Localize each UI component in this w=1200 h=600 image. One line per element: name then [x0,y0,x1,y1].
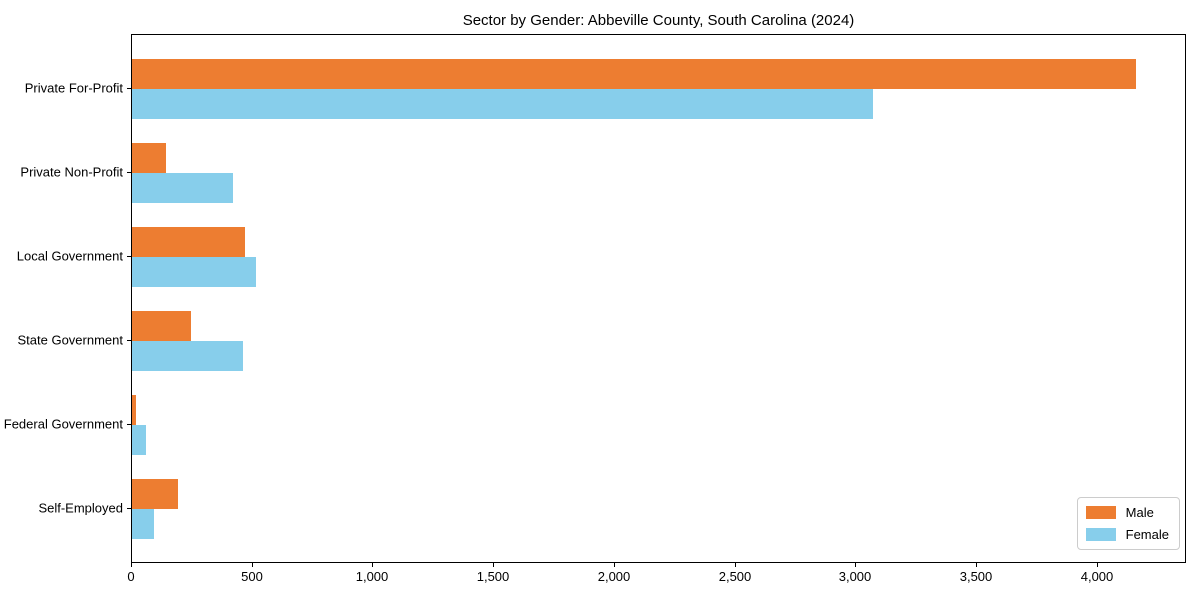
legend-label-male: Male [1125,505,1154,520]
x-tick-mark [855,563,856,567]
legend-entry-female: Female [1085,527,1169,542]
legend-swatch-male [1085,506,1116,519]
x-tick-mark [493,563,494,567]
y-tick-mark [127,172,131,173]
x-tick-label-1-500: 1,500 [476,569,510,584]
y-tick-mark [127,340,131,341]
x-tick-mark [735,563,736,567]
x-tick-mark [252,563,253,567]
y-tick-mark [127,424,131,425]
bar-female-private-for-profit [132,89,873,119]
plot-area: Male Female [131,34,1186,563]
y-axis-label-local-government: Local Government [16,248,123,264]
y-axis-label-private-for-profit: Private For-Profit [24,80,123,96]
x-tick-mark [976,563,977,567]
legend-entry-male: Male [1085,505,1169,520]
x-tick-label-2-500: 2,500 [718,569,752,584]
bar-male-state-government [132,311,191,341]
bar-female-local-government [132,257,256,287]
y-axis-label-self-employed: Self-Employed [38,500,123,516]
x-tick-label-4-000: 4,000 [1080,569,1114,584]
bar-female-self-employed [132,509,154,539]
x-tick-label-1-000: 1,000 [355,569,389,584]
x-tick-mark [1097,563,1098,567]
bar-female-state-government [132,341,243,371]
x-tick-label-3-000: 3,000 [838,569,872,584]
chart-title: Sector by Gender: Abbeville County, Sout… [462,12,855,29]
y-tick-mark [127,508,131,509]
x-tick-label-500: 500 [241,569,263,584]
bar-male-private-non-profit [132,143,166,173]
legend: Male Female [1076,497,1180,550]
bar-male-self-employed [132,479,178,509]
y-tick-mark [127,88,131,89]
legend-label-female: Female [1125,527,1169,542]
y-tick-mark [127,256,131,257]
bar-female-federal-government [132,425,146,455]
y-axis-label-private-non-profit: Private Non-Profit [20,164,123,180]
x-tick-label-0: 0 [127,569,135,584]
y-axis-label-state-government: State Government [17,332,124,348]
x-tick-mark [372,563,373,567]
bar-female-private-non-profit [132,173,233,203]
x-tick-mark [131,563,132,567]
bar-male-private-for-profit [132,59,1136,89]
y-axis-label-federal-government: Federal Government [3,416,123,432]
legend-swatch-female [1085,528,1116,541]
x-tick-label-2-000: 2,000 [597,569,631,584]
x-tick-mark [614,563,615,567]
bar-male-federal-government [132,395,136,425]
bar-male-local-government [132,227,245,257]
x-tick-label-3-500: 3,500 [959,569,993,584]
